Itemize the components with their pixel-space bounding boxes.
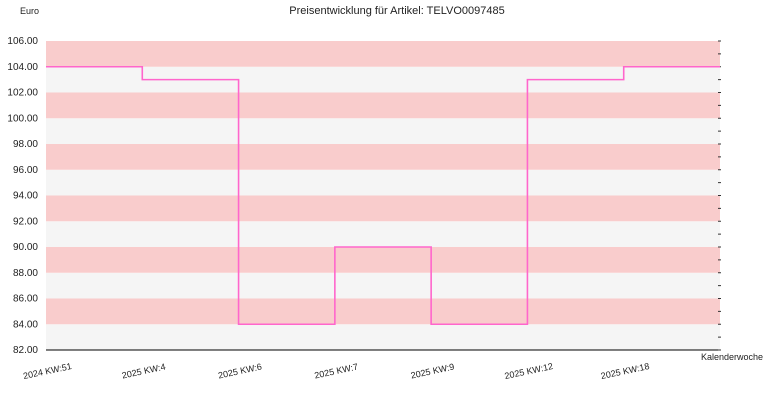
- y-tick-label: 100.00: [7, 113, 38, 124]
- y-tick-label: 96.00: [13, 165, 38, 176]
- grid-band: [46, 247, 720, 273]
- grid-band: [46, 144, 720, 170]
- price-series: [46, 65, 720, 326]
- x-tick-label: 2024 KW:51: [22, 361, 72, 381]
- plot-background: [46, 41, 720, 350]
- x-tick-label: 2025 KW:4: [121, 362, 166, 381]
- x-tick-label: 2025 KW:12: [504, 361, 554, 381]
- x-tick-label: 2025 KW:18: [600, 361, 650, 381]
- grid-band: [46, 118, 720, 144]
- y-axis-label: Euro: [20, 6, 39, 16]
- y-tick-labels: 82.00 84.00 86.00 88.00 90.00 92.00 94.00 96.00…: [7, 36, 38, 356]
- y-tick-label: 82.00: [13, 345, 38, 356]
- chart-title: Preisentwicklung für Artikel: TELVO00974…: [289, 5, 504, 17]
- y-tick-label: 92.00: [13, 216, 38, 227]
- grid-band: [46, 272, 720, 299]
- price-step-line: [46, 65, 720, 326]
- y-tick-label: 84.00: [13, 319, 38, 330]
- x-tick-label: 2025 KW:9: [410, 362, 455, 381]
- y-tick-label: 98.00: [13, 139, 38, 150]
- grid-band: [46, 169, 720, 196]
- y-tick-label: 88.00: [13, 268, 38, 279]
- x-tick-labels: 2024 KW:51 2025 KW:4 2025 KW:6 2025 KW:7 202…: [22, 361, 650, 381]
- grid-band: [46, 41, 720, 67]
- y-tick-label: 104.00: [7, 62, 38, 73]
- y-tick-label: 90.00: [13, 242, 38, 253]
- x-tick-label: 2025 KW:6: [217, 362, 262, 381]
- grid-band: [46, 195, 720, 222]
- y-tick-label: 94.00: [13, 191, 38, 202]
- y-tick-label: 106.00: [7, 36, 38, 47]
- y-tick-label: 102.00: [7, 88, 38, 99]
- grid-band: [46, 324, 720, 350]
- grid-band: [46, 92, 720, 119]
- grid-band: [46, 298, 720, 325]
- x-tick-label: 2025 KW:7: [313, 362, 358, 381]
- axes: [46, 40, 721, 351]
- grid-band: [46, 221, 720, 247]
- y-tick-label: 86.00: [13, 294, 38, 305]
- x-axis-label: Kalenderwoche: [701, 352, 763, 362]
